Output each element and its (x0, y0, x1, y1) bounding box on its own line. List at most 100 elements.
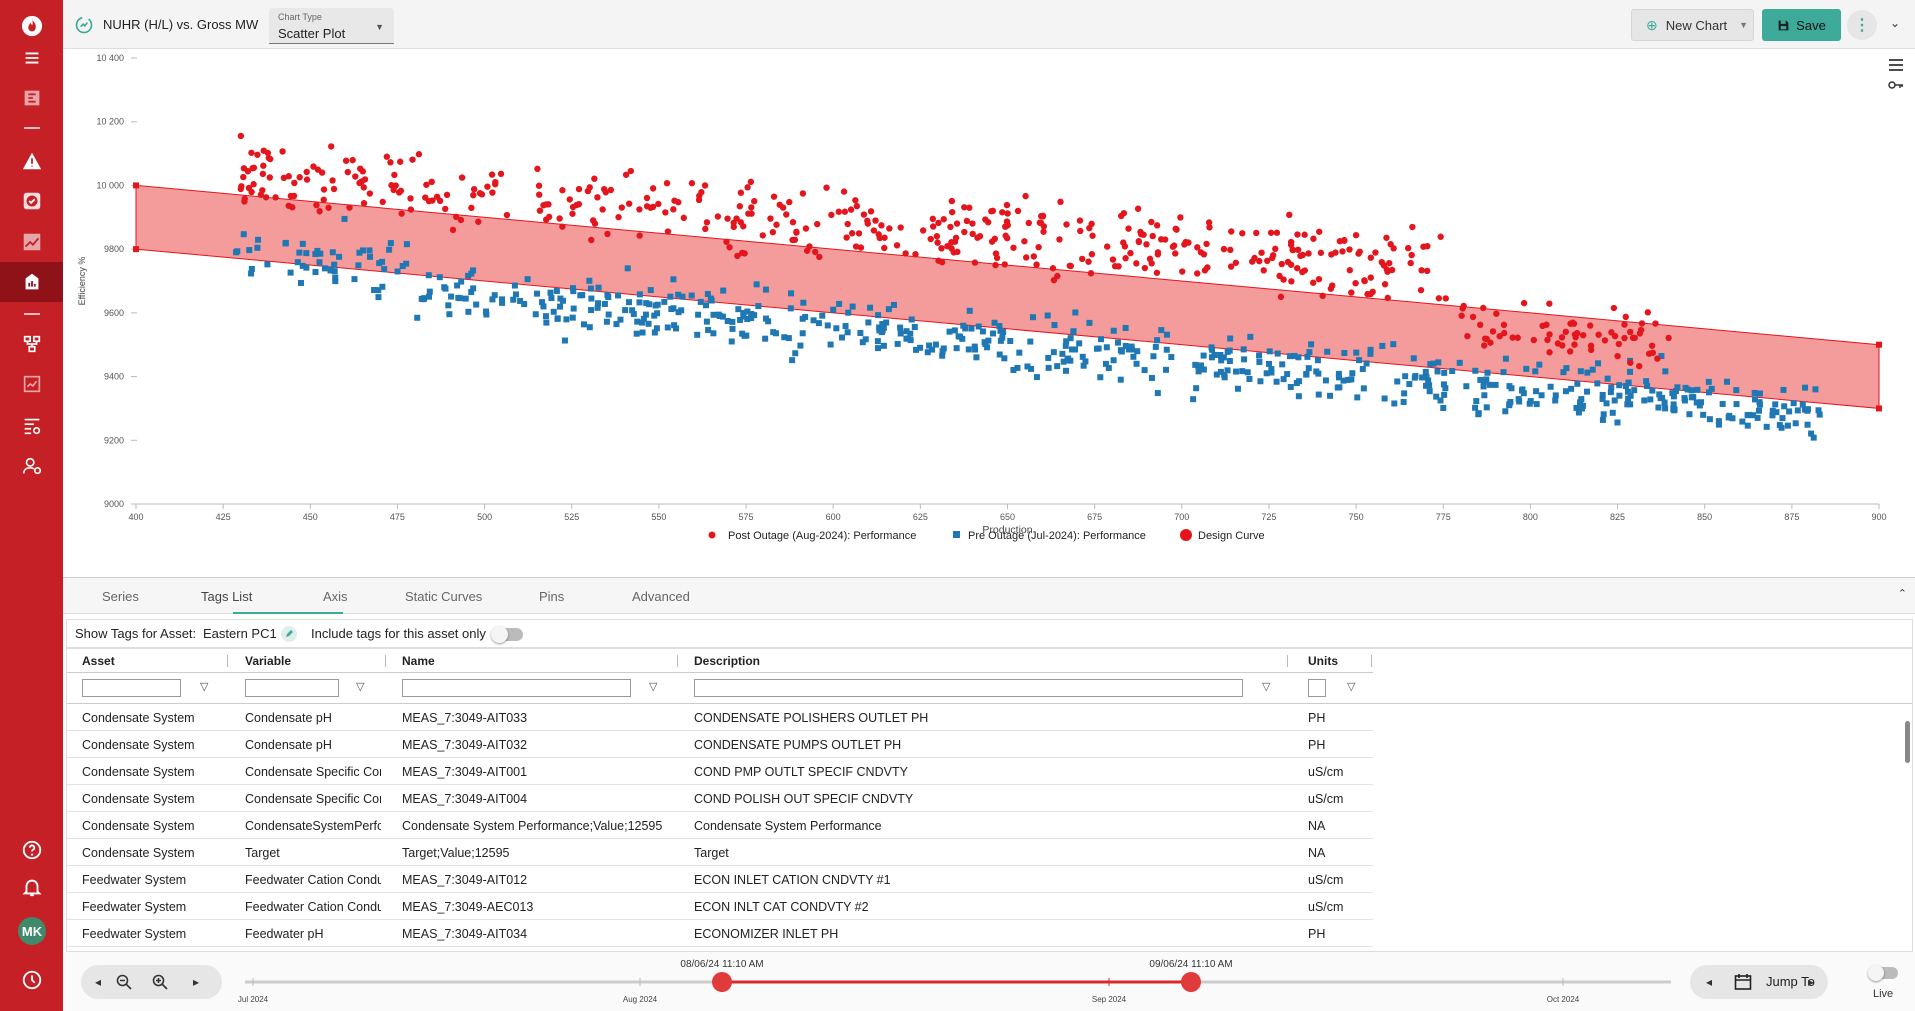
chevron-up-icon[interactable]: ⌃ (1897, 588, 1907, 600)
post-outage-point (588, 236, 595, 244)
column-divider[interactable] (1287, 655, 1288, 667)
chevron-left-icon[interactable]: ◂ (94, 975, 102, 989)
table-row[interactable]: Condensate System CondensateSystemPerfo Co… (67, 812, 1373, 839)
chevron-right-icon[interactable]: ▸ (192, 975, 200, 989)
table-row[interactable]: Feedwater System Feedwater Cation Condu ME… (67, 866, 1373, 893)
trend-icon[interactable] (16, 226, 48, 258)
table-row[interactable]: Condensate System Condensate pH MEAS_7:304… (67, 731, 1373, 758)
alert-icon[interactable] (16, 145, 48, 177)
pre-outage-point (1574, 380, 1581, 387)
chart-refresh-icon[interactable] (74, 15, 94, 35)
column-divider[interactable] (677, 655, 678, 667)
user-settings-icon[interactable] (16, 450, 48, 482)
table-row[interactable]: Condensate System Condensate Specific Con… (67, 785, 1373, 812)
column-header-units[interactable]: Units (1308, 654, 1338, 668)
cell-asset: Condensate System (82, 765, 195, 779)
column-header-name[interactable]: Name (402, 654, 435, 668)
analytics-icon[interactable] (16, 266, 48, 298)
logo-flame-icon[interactable] (16, 10, 48, 42)
column-header-variable[interactable]: Variable (245, 654, 292, 668)
pre-outage-point (554, 315, 561, 322)
post-outage-point (625, 200, 633, 207)
table-row[interactable]: Condensate System Condensate pH MEAS_7:304… (67, 704, 1373, 731)
tab-pins[interactable]: Pins (539, 589, 565, 604)
name-filter-input[interactable] (402, 679, 631, 697)
filter-icon[interactable]: ▽ (1262, 681, 1271, 693)
report-icon[interactable] (16, 368, 48, 400)
pre-outage-point (381, 266, 388, 273)
dashboard-icon[interactable] (16, 82, 48, 114)
range-start-handle[interactable] (712, 972, 732, 992)
post-outage-point (971, 259, 979, 266)
chevron-left-icon[interactable]: ◂ (1705, 975, 1713, 989)
list-settings-icon[interactable] (16, 410, 48, 442)
post-outage-point (724, 215, 731, 222)
post-outage-point (492, 178, 499, 186)
description-filter-input[interactable] (694, 679, 1243, 697)
filter-icon[interactable]: ▽ (356, 681, 365, 693)
table-row[interactable]: Feedwater System Feedwater Cation Condu ME… (67, 893, 1373, 920)
avatar[interactable]: MK (18, 917, 46, 945)
hierarchy-icon[interactable] (16, 328, 48, 360)
bell-icon[interactable] (16, 871, 48, 903)
tab-static-curves[interactable]: Static Curves (405, 589, 483, 604)
post-outage-point (938, 245, 945, 252)
pre-outage-point (512, 291, 519, 298)
post-outage-point (855, 230, 863, 237)
post-outage-point (1040, 228, 1047, 235)
units-filter-input[interactable] (1308, 679, 1326, 697)
filter-icon[interactable]: ▽ (1347, 681, 1356, 693)
variable-filter-input[interactable] (245, 679, 339, 697)
help-icon[interactable] (16, 834, 48, 866)
pre-outage-point (1028, 365, 1035, 372)
table-row[interactable]: Condensate System Condensate Specific Con… (67, 758, 1373, 785)
filter-icon[interactable]: ▽ (200, 681, 209, 693)
new-chart-button[interactable]: ⊕ New Chart ▼ (1631, 9, 1754, 41)
jump-to-button[interactable]: Jump To (1766, 974, 1815, 989)
table-row[interactable]: Feedwater System Feedwater pH MEAS_7:3049-… (67, 920, 1373, 947)
live-toggle[interactable] (1868, 965, 1898, 981)
post-outage-point (397, 158, 404, 165)
check-circle-icon[interactable] (16, 185, 48, 217)
more-options-button[interactable]: ⋮ (1847, 10, 1877, 40)
column-header-asset[interactable]: Asset (82, 654, 115, 668)
pre-outage-point (317, 250, 324, 257)
tab-advanced[interactable]: Advanced (632, 589, 690, 604)
key-icon[interactable] (1888, 79, 1904, 91)
table-scrollbar[interactable] (1905, 721, 1910, 763)
column-divider[interactable] (1371, 655, 1372, 667)
timeline-slider[interactable]: 08/06/24 11:10 AM 09/06/24 11:10 AM Jul … (63, 952, 1683, 1011)
pre-outage-point (1507, 398, 1514, 405)
zoom-in-icon[interactable] (149, 973, 171, 991)
tab-axis[interactable]: Axis (323, 589, 348, 604)
calendar-icon[interactable] (1734, 973, 1752, 991)
chevron-down-icon[interactable]: ⌄ (1889, 16, 1901, 30)
pre-outage-point (1162, 366, 1169, 373)
zoom-out-icon[interactable] (113, 973, 135, 991)
menu-icon[interactable] (16, 42, 48, 74)
tab-series[interactable]: Series (102, 589, 139, 604)
column-divider[interactable] (227, 655, 228, 667)
pencil-icon[interactable] (281, 626, 297, 642)
pre-outage-point (579, 292, 586, 299)
filter-icon[interactable]: ▽ (649, 681, 658, 693)
save-button[interactable]: Save (1762, 9, 1841, 41)
pre-outage-point (233, 249, 240, 256)
pre-outage-point (1218, 357, 1225, 364)
chevron-right-icon[interactable]: ▸ (1807, 975, 1815, 989)
column-header-description[interactable]: Description (694, 654, 761, 668)
post-outage-point (240, 165, 248, 172)
table-row[interactable]: Condensate System Target Target;Value;1259… (67, 839, 1373, 866)
history-icon[interactable] (16, 964, 48, 996)
asset-filter-input[interactable] (82, 679, 181, 697)
post-outage-point (1409, 223, 1416, 231)
menu-icon[interactable] (1888, 58, 1904, 72)
range-end-handle[interactable] (1181, 972, 1201, 992)
include-tags-toggle[interactable] (491, 626, 523, 643)
pre-outage-point (282, 240, 289, 247)
column-divider[interactable] (385, 655, 386, 667)
pre-outage-point (646, 301, 653, 308)
chart-type-select[interactable]: Chart Type Scatter Plot ▼ (269, 8, 394, 44)
sidebar-divider (24, 127, 40, 129)
tab-tags-list[interactable]: Tags List (201, 589, 253, 604)
